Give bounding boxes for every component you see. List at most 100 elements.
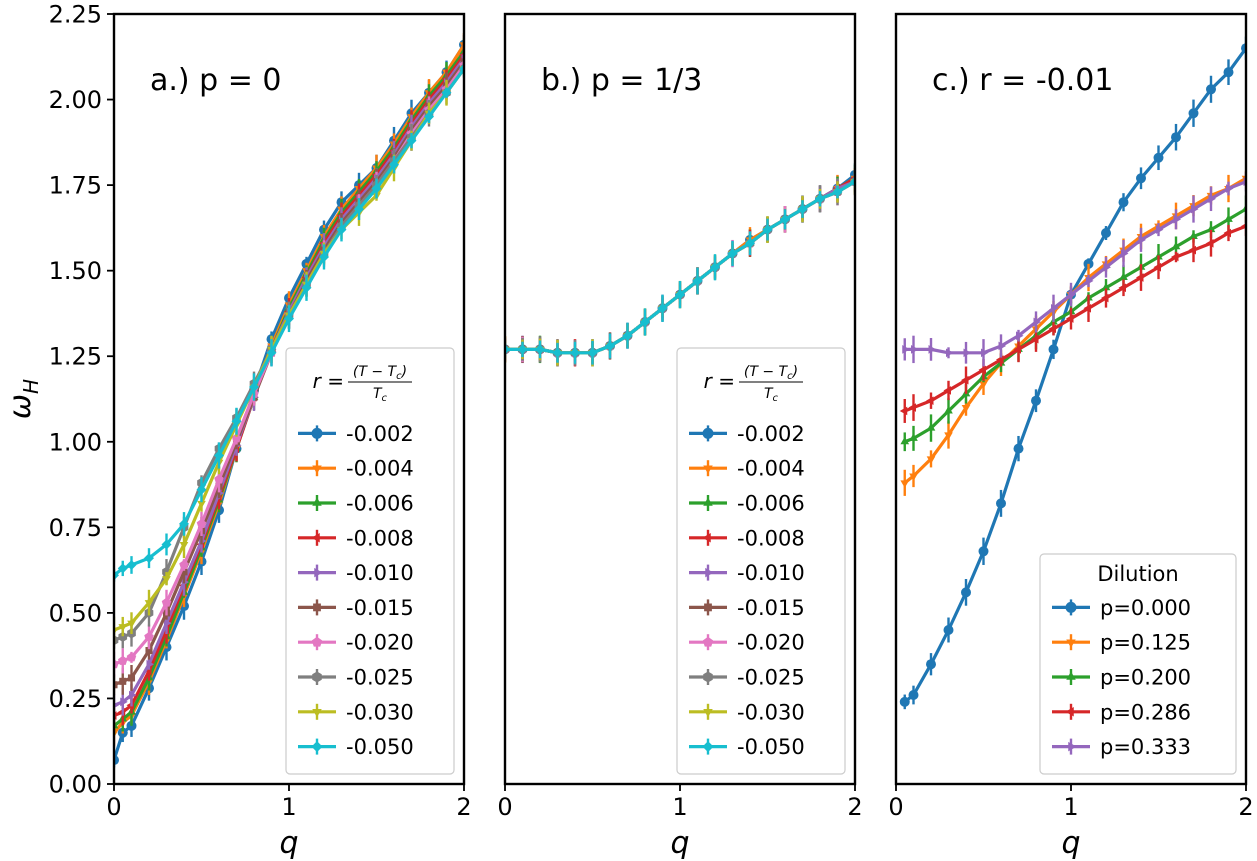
series--0.030 xyxy=(505,168,855,367)
data-point xyxy=(622,330,633,341)
data-point xyxy=(1223,67,1234,78)
data-point xyxy=(145,647,153,655)
legend-item: -0.010 xyxy=(298,561,414,585)
data-point xyxy=(1171,241,1181,250)
data-point xyxy=(978,546,989,557)
data-point xyxy=(944,405,953,414)
data-point xyxy=(1223,228,1231,238)
legend-swatch-marker xyxy=(702,533,711,543)
y-tick-label: 0.00 xyxy=(49,771,102,799)
data-point xyxy=(1156,225,1164,234)
legend-swatch-marker xyxy=(702,427,714,439)
data-point xyxy=(179,541,189,550)
y-axis-label: ωH xyxy=(3,379,43,419)
data-point xyxy=(926,423,936,431)
data-point xyxy=(505,344,510,355)
data-point xyxy=(900,436,910,445)
data-point xyxy=(909,433,918,441)
data-point xyxy=(908,690,919,701)
y-tick-label: 2.25 xyxy=(49,1,102,29)
data-point xyxy=(780,214,790,225)
x-tick-label: 1 xyxy=(1063,793,1078,821)
plot-area xyxy=(114,32,464,768)
legend-title-numerator: (T − Tc) xyxy=(744,364,798,382)
data-point xyxy=(1121,249,1129,258)
legend-label: -0.025 xyxy=(346,666,414,690)
data-point xyxy=(406,135,417,146)
x-tick-label: 0 xyxy=(497,793,512,821)
data-point xyxy=(899,406,908,416)
data-point xyxy=(1206,224,1216,233)
data-point xyxy=(441,87,452,98)
panel-title: c.) r = -0.01 xyxy=(932,63,1113,98)
data-point xyxy=(745,238,755,249)
legend-label: -0.030 xyxy=(737,700,805,724)
legend-label: -0.002 xyxy=(737,422,805,446)
data-point xyxy=(231,433,242,443)
legend-item: p=0.286 xyxy=(1052,700,1191,724)
panel-b: 0 1 2 q b.) p = 1/3 r = (T − Tc) Tc -0.002 -0.004… xyxy=(497,12,863,861)
data-point xyxy=(459,63,464,74)
data-point xyxy=(1224,214,1233,222)
data-point xyxy=(117,655,128,665)
data-point xyxy=(552,347,563,358)
data-point xyxy=(1101,228,1111,239)
legend-item: -0.002 xyxy=(298,422,414,446)
legend-item: -0.015 xyxy=(689,596,805,620)
data-point xyxy=(126,559,137,570)
data-point xyxy=(1066,314,1074,323)
legend-label: -0.050 xyxy=(737,735,805,759)
data-point xyxy=(1208,194,1216,204)
panel-title: b.) p = 1/3 xyxy=(541,63,702,98)
data-point xyxy=(1118,283,1126,293)
data-point xyxy=(911,345,919,354)
series--0.010 xyxy=(505,171,855,367)
legend-swatch-marker xyxy=(311,427,323,439)
legend-title-denominator: Tc xyxy=(373,386,388,404)
legend-item: -0.006 xyxy=(298,492,414,516)
series-line xyxy=(904,224,1246,413)
data-point xyxy=(943,386,951,395)
legend-box xyxy=(285,347,455,775)
data-point xyxy=(815,193,825,204)
data-point xyxy=(899,696,910,707)
data-point xyxy=(710,262,720,273)
data-point xyxy=(978,365,986,375)
legend-swatch-marker xyxy=(312,497,322,506)
data-point xyxy=(126,652,137,662)
data-point xyxy=(371,183,382,194)
data-point xyxy=(675,289,685,300)
series-p=0.125 xyxy=(900,170,1246,496)
legend-item: -0.020 xyxy=(298,631,414,655)
data-point xyxy=(1086,276,1094,286)
data-point xyxy=(1103,262,1111,272)
series--0.025 xyxy=(505,170,855,367)
data-point xyxy=(1243,177,1246,187)
legend-swatch-marker xyxy=(1066,671,1076,680)
data-point xyxy=(214,474,224,484)
data-point xyxy=(118,631,128,642)
data-point xyxy=(161,539,172,550)
legend-label: -0.020 xyxy=(346,631,414,655)
legend-title-lhs: r = xyxy=(313,369,344,393)
data-point xyxy=(1119,272,1128,281)
legend-label: -0.006 xyxy=(737,492,805,516)
legend-item: -0.020 xyxy=(689,631,805,655)
x-tick-label: 2 xyxy=(847,793,862,821)
data-point xyxy=(146,659,154,669)
legend-swatch-marker xyxy=(311,636,323,647)
data-point xyxy=(570,347,580,358)
series--0.050 xyxy=(114,62,464,582)
data-point xyxy=(196,518,207,528)
data-point xyxy=(1118,197,1129,208)
data-point xyxy=(1241,43,1246,54)
data-point xyxy=(214,450,224,461)
legend-swatch-marker xyxy=(311,741,323,753)
data-point xyxy=(117,563,128,574)
data-point xyxy=(336,224,347,235)
series--0.006 xyxy=(505,164,855,366)
x-tick-label: 0 xyxy=(888,793,903,821)
legend-label: -0.015 xyxy=(737,596,805,620)
legend-item: p=0.333 xyxy=(1052,735,1191,759)
data-point xyxy=(1031,395,1041,406)
